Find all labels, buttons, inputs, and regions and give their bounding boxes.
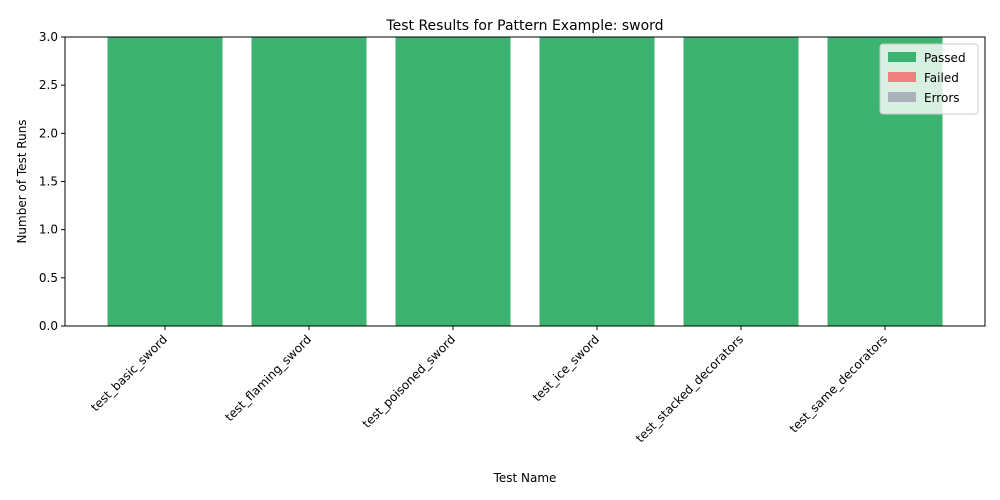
- chart-title: Test Results for Pattern Example: sword: [385, 18, 663, 34]
- bar-passed-test_ice_sword: [539, 37, 655, 326]
- bar-passed-test_poisoned_sword: [395, 37, 511, 326]
- bar-passed-test_flaming_sword: [251, 37, 367, 326]
- legend-label-passed: Passed: [924, 51, 966, 65]
- y-tick-label: 0.0: [39, 319, 58, 333]
- legend-swatch-passed: [888, 52, 916, 62]
- legend-swatch-failed: [888, 72, 916, 82]
- y-tick-label: 3.0: [39, 30, 58, 44]
- x-axis-label: Test Name: [493, 471, 557, 485]
- y-tick-label: 0.5: [39, 271, 58, 285]
- legend-label-errors: Errors: [924, 91, 960, 105]
- legend-swatch-errors: [888, 92, 916, 102]
- legend: Passed Failed Errors: [879, 43, 979, 115]
- bar-passed-test_stacked_decorators: [683, 37, 799, 326]
- bars-group: [107, 37, 943, 326]
- y-ticks-group: 0.0 0.5 1.0 1.5 2.0 2.5 3.0: [39, 30, 65, 333]
- plot-area-frame: [64, 36, 986, 327]
- y-tick-label: 2.5: [39, 78, 58, 92]
- y-tick-label: 1.5: [39, 175, 58, 189]
- y-axis-label: Number of Test Runs: [15, 119, 29, 243]
- y-tick-label: 1.0: [39, 223, 58, 237]
- y-tick-label: 2.0: [39, 126, 58, 140]
- bar-passed-test_basic_sword: [107, 37, 223, 326]
- legend-label-failed: Failed: [924, 71, 959, 85]
